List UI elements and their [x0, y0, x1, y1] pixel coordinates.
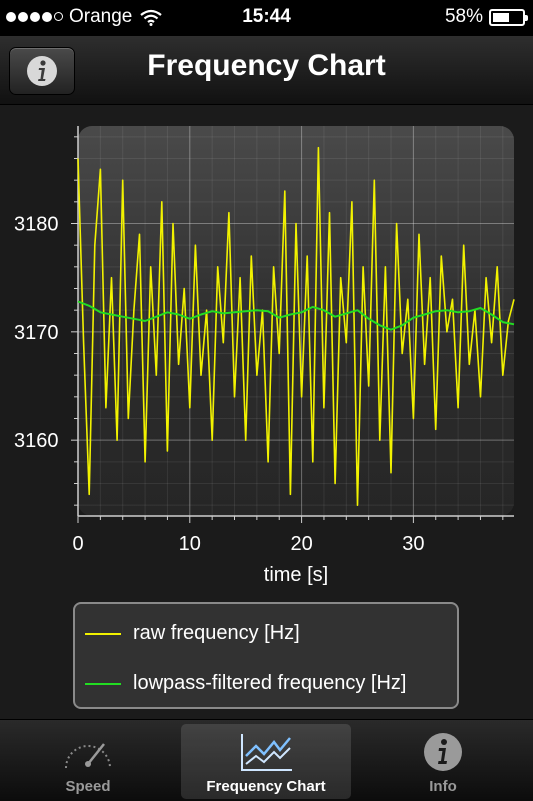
status-left: Orange	[6, 6, 163, 28]
legend-swatch-filtered	[85, 682, 121, 685]
page-title: Frequency Chart	[147, 49, 386, 82]
battery-percent: 58%	[444, 6, 483, 27]
chart-svg: 0 10 20 30 3160 3170 3180 time [s]	[14, 126, 515, 586]
chart-ticks: 0 10 20 30 3160 3170 3180	[14, 214, 425, 556]
line-chart-icon	[241, 734, 292, 771]
legend-item-filtered: lowpass-filtered frequency [Hz]	[85, 672, 406, 695]
status-time: 15:44	[242, 6, 291, 27]
legend-label-filtered: lowpass-filtered frequency [Hz]	[133, 672, 407, 694]
tab-frequency-chart[interactable]: Frequency Chart	[181, 724, 351, 799]
raw-frequency-line	[77, 146, 515, 507]
battery-icon	[489, 8, 528, 26]
y-tick-label: 3180	[14, 214, 59, 236]
info-icon	[27, 56, 57, 86]
legend-label-raw: raw frequency [Hz]	[133, 622, 300, 644]
status-bar: Orange 15:44 58%	[0, 0, 533, 36]
tab-frequency-chart-label: Frequency Chart	[206, 778, 326, 795]
x-tick-label: 0	[72, 533, 83, 555]
chart-series	[77, 146, 515, 507]
tab-speed[interactable]: Speed	[3, 724, 173, 799]
signal-strength-icon	[6, 12, 63, 22]
legend-item-raw: raw frequency [Hz]	[85, 622, 300, 645]
frequency-chart: 0 10 20 30 3160 3170 3180 time [s]	[0, 104, 533, 601]
status-right: 58%	[444, 6, 528, 28]
x-axis-label: time [s]	[264, 564, 328, 586]
tab-info-label: Info	[429, 778, 457, 795]
carrier-label: Orange	[69, 6, 133, 27]
speedometer-icon	[65, 743, 111, 769]
legend-swatch-raw	[85, 632, 121, 635]
tab-speed-label: Speed	[65, 778, 111, 795]
info-icon	[424, 733, 462, 771]
tab-info[interactable]: Info	[358, 724, 528, 799]
chart-legend: raw frequency [Hz] lowpass-filtered freq…	[73, 602, 459, 709]
lowpass-frequency-line	[77, 300, 515, 331]
chart-axes	[71, 126, 514, 523]
x-tick-label: 10	[179, 533, 201, 555]
x-tick-label: 30	[402, 533, 424, 555]
plot-background	[78, 126, 514, 516]
info-button[interactable]	[9, 47, 75, 95]
tab-bar: Speed Frequency Chart Info	[0, 719, 533, 801]
y-tick-label: 3170	[14, 322, 59, 344]
navigation-bar: Frequency Chart	[0, 36, 533, 105]
x-tick-label: 20	[290, 533, 312, 555]
y-tick-label: 3160	[14, 430, 59, 452]
wifi-icon	[140, 9, 163, 26]
